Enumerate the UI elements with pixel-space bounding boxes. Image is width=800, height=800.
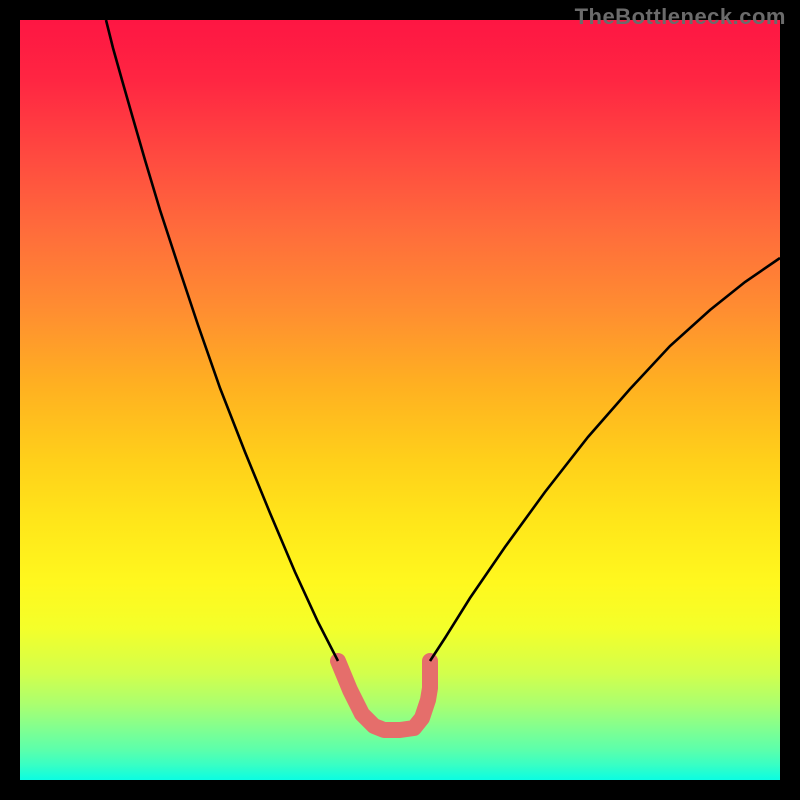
curve-overlay xyxy=(0,0,800,800)
right-curve xyxy=(430,258,780,661)
chart-container: TheBottleneck.com xyxy=(0,0,800,800)
watermark-text: TheBottleneck.com xyxy=(575,4,786,30)
trough-highlight xyxy=(338,661,430,730)
left-curve xyxy=(106,20,338,661)
